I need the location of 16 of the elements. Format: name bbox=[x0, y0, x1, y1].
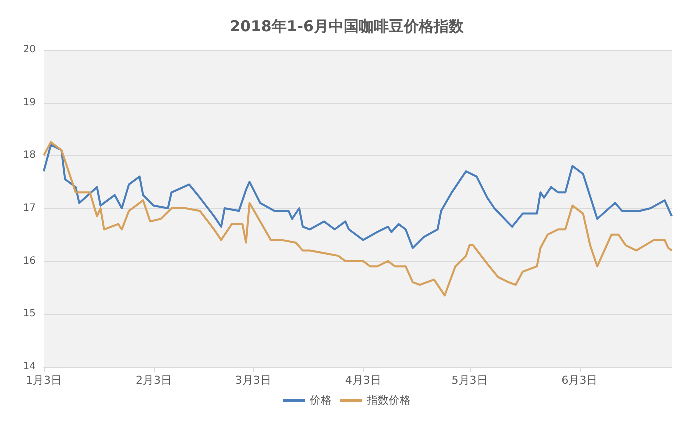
legend-label: 价格 bbox=[309, 394, 332, 407]
x-tick-label: 6月3日 bbox=[562, 374, 598, 387]
chart-title: 2018年1-6月中国咖啡豆价格指数 bbox=[230, 18, 465, 36]
x-tick-label: 3月3日 bbox=[235, 374, 272, 387]
y-tick-label: 17 bbox=[23, 203, 36, 214]
y-tick-label: 15 bbox=[23, 308, 36, 320]
y-tick-label: 16 bbox=[23, 256, 36, 267]
y-tick-label: 19 bbox=[23, 97, 36, 108]
x-tick-label: 2月3日 bbox=[136, 374, 172, 387]
x-tick-label: 1月3日 bbox=[26, 374, 62, 387]
y-tick-label: 18 bbox=[23, 150, 36, 162]
y-tick-label: 14 bbox=[23, 362, 36, 372]
x-tick-label: 4月3日 bbox=[345, 374, 382, 387]
y-tick-label: 20 bbox=[23, 44, 36, 56]
legend-label: 指数价格 bbox=[366, 394, 411, 407]
x-tick-label: 5月3日 bbox=[452, 374, 488, 387]
